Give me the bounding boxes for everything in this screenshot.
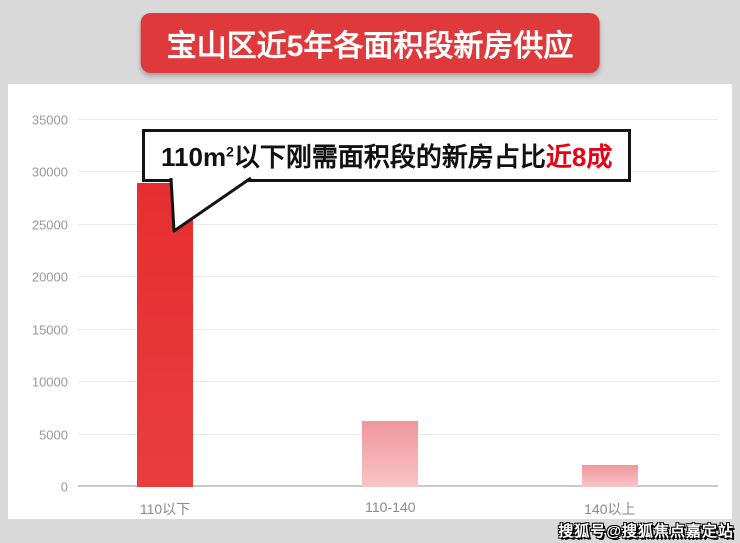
y-axis-tick-label: 10000 [31, 374, 68, 390]
gridline [78, 381, 718, 383]
gridline [78, 119, 718, 120]
gridline [78, 328, 718, 330]
annotation-part1: 110m [161, 142, 227, 172]
watermark: 搜狐号@搜狐焦点嘉定站 [558, 523, 734, 540]
y-axis-tick-label: 30000 [31, 164, 68, 180]
y-axis-tick-label: 5000 [39, 427, 68, 443]
annotation-part2: 以下刚需面积段的新房占比 [233, 142, 546, 172]
y-axis-tick-label: 35000 [31, 112, 68, 128]
annotation-callout: 110m2以下刚需面积段的新房占比近8成 [142, 129, 632, 233]
bar-140以上 [581, 464, 638, 487]
callout-tail-icon [169, 176, 252, 233]
x-axis-category-label: 110-140 [365, 499, 416, 515]
annotation-text: 110m2以下刚需面积段的新房占比近8成 [161, 142, 612, 172]
y-axis-tick-label: 25000 [31, 217, 68, 233]
gridline [78, 223, 718, 225]
annotation-highlight: 近8成 [545, 142, 613, 172]
y-axis-tick-label: 0 [60, 479, 68, 495]
x-axis-category-label: 110以下 [139, 501, 191, 517]
y-axis-tick-label: 15000 [31, 322, 68, 338]
bar-110-140 [362, 420, 419, 487]
bar-110以下 [137, 182, 194, 487]
x-axis-category-label: 140以上 [584, 501, 636, 517]
y-axis-tick-label: 20000 [31, 269, 68, 285]
chart-title: 宝山区近5年各面积段新房供应 [166, 30, 574, 63]
gridline [78, 276, 718, 278]
chart-title-badge: 宝山区近5年各面积段新房供应 [140, 13, 600, 73]
annotation-superscript: 2 [226, 143, 234, 160]
